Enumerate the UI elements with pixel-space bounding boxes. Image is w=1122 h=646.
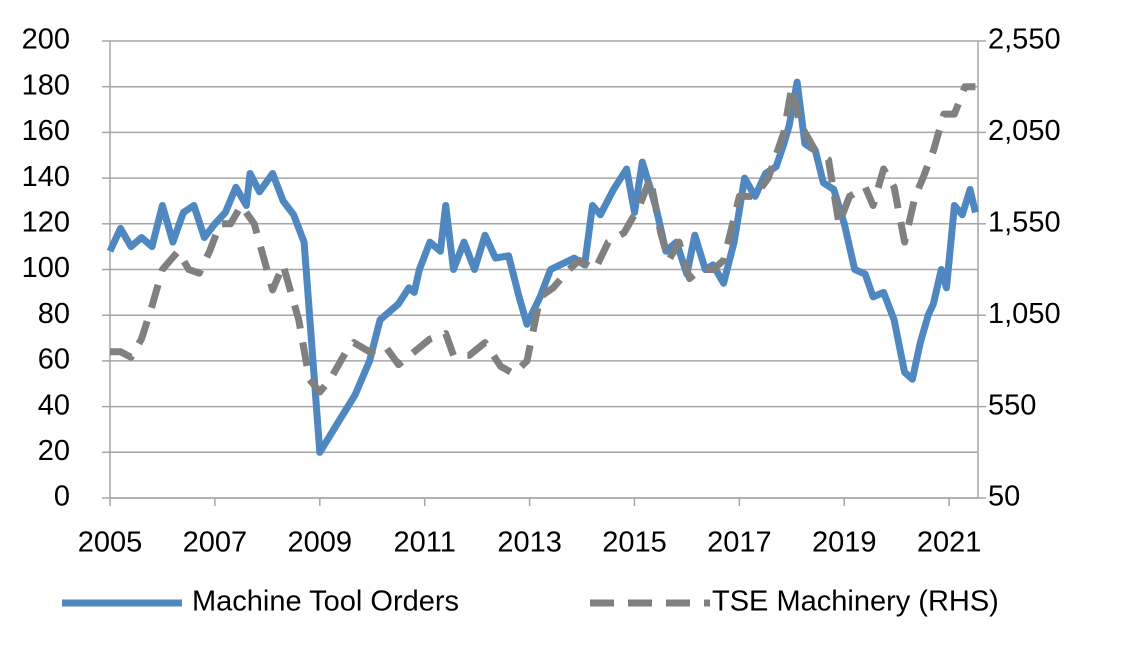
y-tick-label: 40	[38, 389, 70, 421]
y-tick-label: 140	[22, 161, 70, 193]
x-tick-label: 2019	[812, 527, 877, 559]
y-tick-label: 100	[22, 252, 70, 284]
y2-tick-label: 2,550	[988, 24, 1061, 56]
y2-tick-label: 550	[988, 389, 1036, 421]
y2-tick-label: 1,550	[988, 206, 1061, 238]
y-tick-label: 80	[38, 298, 70, 330]
x-tick-label: 2007	[183, 527, 248, 559]
y2-tick-label: 50	[988, 481, 1020, 513]
x-tick-label: 2017	[707, 527, 772, 559]
y-tick-label: 160	[22, 115, 70, 147]
x-tick-label: 2015	[602, 527, 667, 559]
x-tick-label: 2021	[917, 527, 982, 559]
y2-tick-label: 1,050	[988, 298, 1061, 330]
series-line	[110, 83, 976, 396]
legend-label: Machine Tool Orders	[192, 586, 459, 618]
x-tick-label: 2009	[288, 527, 353, 559]
y-tick-label: 120	[22, 206, 70, 238]
y2-tick-label: 2,050	[988, 115, 1061, 147]
y-tick-label: 60	[38, 344, 70, 376]
legend-label: TSE Machinery (RHS)	[712, 586, 999, 618]
y-tick-label: 180	[22, 69, 70, 101]
y-tick-label: 200	[22, 24, 70, 56]
x-tick-label: 2013	[497, 527, 562, 559]
y-tick-label: 20	[38, 435, 70, 467]
series-line	[106, 78, 979, 456]
y-tick-label: 0	[54, 481, 70, 513]
x-tick-label: 2005	[78, 527, 143, 559]
x-tick-label: 2011	[393, 527, 455, 559]
